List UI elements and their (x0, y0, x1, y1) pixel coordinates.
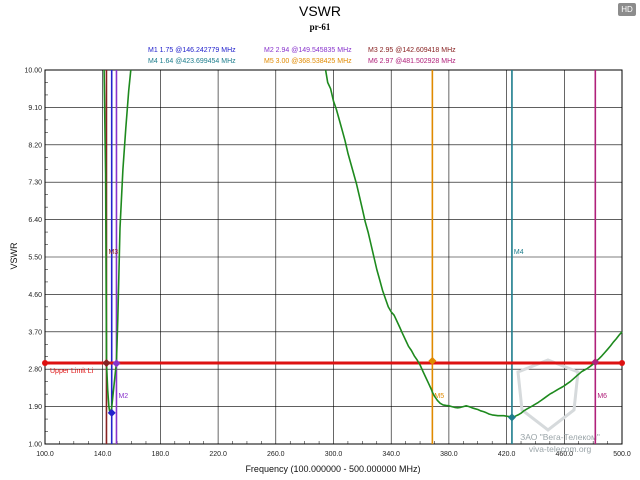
vswr-trace-segment-2 (324, 69, 623, 419)
upper-limit-end-dot (619, 359, 625, 366)
marker-label-m5: M5 (434, 393, 444, 400)
vswr-trace-segment-1 (103, 69, 132, 414)
vswr-trace (103, 69, 623, 419)
y-tick-label: 1.90 (28, 404, 42, 411)
y-tick-label: 4.60 (28, 292, 42, 299)
upper-limit-line: Upper Limit Li (42, 359, 625, 375)
marker-readout-m2: M2 2.94 @149.545835 MHz (264, 47, 352, 54)
x-tick-label: 300.0 (325, 451, 343, 458)
x-tick-label: 500.0 (613, 451, 631, 458)
marker-label-m3: M3 (108, 249, 118, 256)
y-tick-label: 9.10 (28, 105, 42, 112)
marker-readout-m4: M4 1.64 @423.699454 MHz (148, 58, 236, 65)
marker-label-m4: M4 (514, 249, 524, 256)
x-tick-label: 100.0 (36, 451, 54, 458)
marker-point-m5 (428, 356, 437, 365)
y-tick-label: 8.20 (28, 142, 42, 149)
x-tick-label: 340.0 (382, 451, 400, 458)
marker-lines: M2 M3 M4 M5 M6 (105, 70, 607, 444)
y-tick-label: 6.40 (28, 217, 42, 224)
y-tick-label: 1.00 (28, 442, 42, 449)
chart-subtitle: pr-61 (310, 22, 331, 32)
x-tick-label: 140.0 (94, 451, 112, 458)
y-tick-label: 2.80 (28, 367, 42, 374)
marker-readouts: M1 1.75 @146.242779 MHz M2 2.94 @149.5458… (148, 47, 456, 65)
marker-label-m2: M2 (118, 393, 128, 400)
x-tick-label: 420.0 (498, 451, 516, 458)
marker-point-m2 (112, 359, 121, 368)
watermark-shield-logo (516, 358, 580, 432)
y-tick-label: 5.50 (28, 255, 42, 262)
axis-ticks: 100.0 140.0 180.0 220.0 260.0 300.0 340.0 380.0… (24, 68, 630, 459)
marker-readout-m6: M6 2.97 @481.502928 MHz (368, 58, 456, 65)
chart-title: VSWR (299, 3, 341, 19)
marker-point-m1 (107, 408, 116, 417)
upper-limit-label: Upper Limit Li (50, 368, 94, 375)
marker-point-m6 (591, 358, 600, 367)
marker-point-m4 (507, 413, 516, 422)
y-tick-label: 7.30 (28, 180, 42, 187)
watermark-line-1: ЗАО "Вега-Телеком" (520, 432, 600, 442)
x-tick-label: 260.0 (267, 451, 285, 458)
x-tick-label: 460.0 (556, 451, 574, 458)
watermark: ЗАО "Вега-Телеком" viva-telecom.org (516, 358, 600, 454)
x-tick-label: 220.0 (209, 451, 227, 458)
x-tick-label: 180.0 (152, 451, 170, 458)
y-tick-label: 10.00 (24, 68, 42, 75)
y-tick-label: 3.70 (28, 329, 42, 336)
upper-limit-start-dot (42, 359, 48, 366)
marker-point-m3 (102, 358, 111, 367)
marker-readout-m1: M1 1.75 @146.242779 MHz (148, 47, 236, 54)
marker-readout-m5: M5 3.00 @368.538425 MHz (264, 58, 352, 65)
marker-points (102, 356, 600, 422)
hd-badge: HD (618, 3, 636, 16)
marker-label-m6: M6 (597, 393, 607, 400)
x-axis-label: Frequency (100.000000 - 500.000000 MHz) (245, 464, 420, 474)
watermark-line-2: viva-telecom.org (529, 444, 592, 454)
grid (44, 69, 623, 445)
x-tick-label: 380.0 (440, 451, 458, 458)
marker-readout-m3: M3 2.95 @142.609418 MHz (368, 47, 456, 54)
y-axis-label: VSWR (9, 242, 19, 270)
